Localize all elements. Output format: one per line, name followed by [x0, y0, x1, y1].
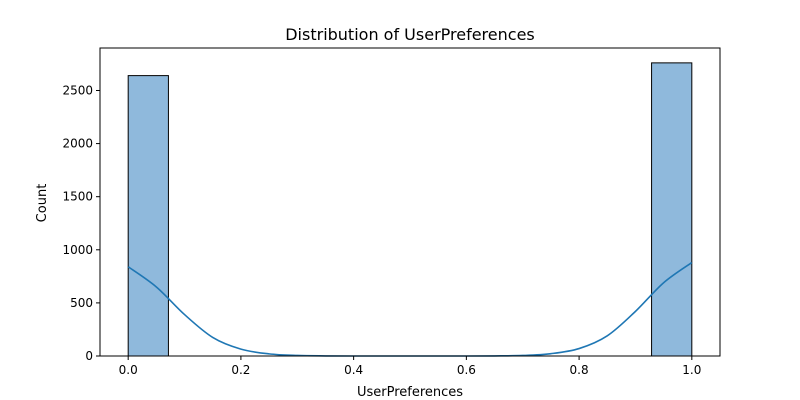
histogram-bar [127, 75, 169, 357]
histogram-bars [127, 62, 693, 357]
y-tick-label: 1000 [62, 243, 93, 257]
histogram-bar [651, 62, 693, 357]
y-tick-label: 0 [85, 349, 93, 363]
y-tick-label: 500 [70, 296, 93, 310]
x-axis: 0.0 0.2 0.4 0.6 0.8 1.0 [119, 356, 701, 377]
x-axis-label: UserPreferences [357, 385, 463, 400]
kde-curve [127, 261, 693, 357]
x-tick-label: 1.0 [682, 363, 701, 377]
plot-frame [99, 47, 721, 357]
x-tick-label: 0.0 [119, 363, 138, 377]
chart-title: Distribution of UserPreferences [285, 25, 535, 44]
x-tick-label: 0.8 [570, 363, 589, 377]
y-tick-label: 1500 [62, 190, 93, 204]
y-tick-label: 2500 [62, 83, 93, 97]
y-axis: 0 500 1000 1500 2000 2500 [62, 83, 100, 363]
y-axis-label: Count [35, 184, 50, 223]
x-tick-label: 0.6 [457, 363, 476, 377]
y-tick-label: 2000 [62, 137, 93, 151]
x-tick-label: 0.4 [344, 363, 363, 377]
x-tick-label: 0.2 [231, 363, 250, 377]
